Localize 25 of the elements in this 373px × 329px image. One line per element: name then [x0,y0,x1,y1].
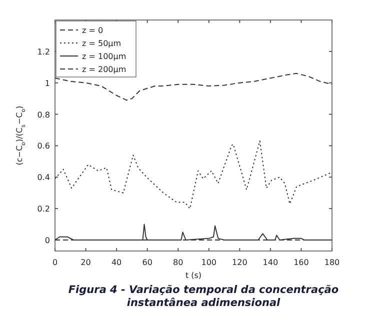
y-tick-label: 0 [44,236,50,245]
y-tick-label: 0.8 [37,110,50,120]
x-tick-label: 160 [294,258,309,267]
y-tick-label: 1.2 [37,47,50,56]
x-tick-label: 0 [52,258,58,267]
x-tick-label: 180 [324,258,340,267]
legend-label: z = 200μm [82,65,126,74]
x-tick-label: 120 [232,258,248,267]
line-series [55,72,332,101]
x-tick-label: 140 [262,258,278,267]
x-tick-label: 100 [201,258,217,267]
y-tick-label: 1 [44,78,50,88]
x-tick-label: 60 [142,258,152,267]
legend-label: z = 100μm [82,52,126,61]
legend-label: z = 0 [82,26,104,35]
x-tick-label: 20 [80,258,91,267]
x-tick-label: 80 [173,258,184,267]
y-tick-label: 0.4 [37,173,50,182]
y-tick-label: 0.2 [37,204,50,214]
text: Figura 4 - Variação temporal da concentração instantânea adimensional [68,284,339,309]
y-tick-label: 0.6 [37,142,50,151]
legend-label: z = 50μm [82,39,122,48]
x-axis-title: t (s) [185,271,202,280]
x-tick-label: 40 [111,258,122,267]
line-series [55,140,332,210]
